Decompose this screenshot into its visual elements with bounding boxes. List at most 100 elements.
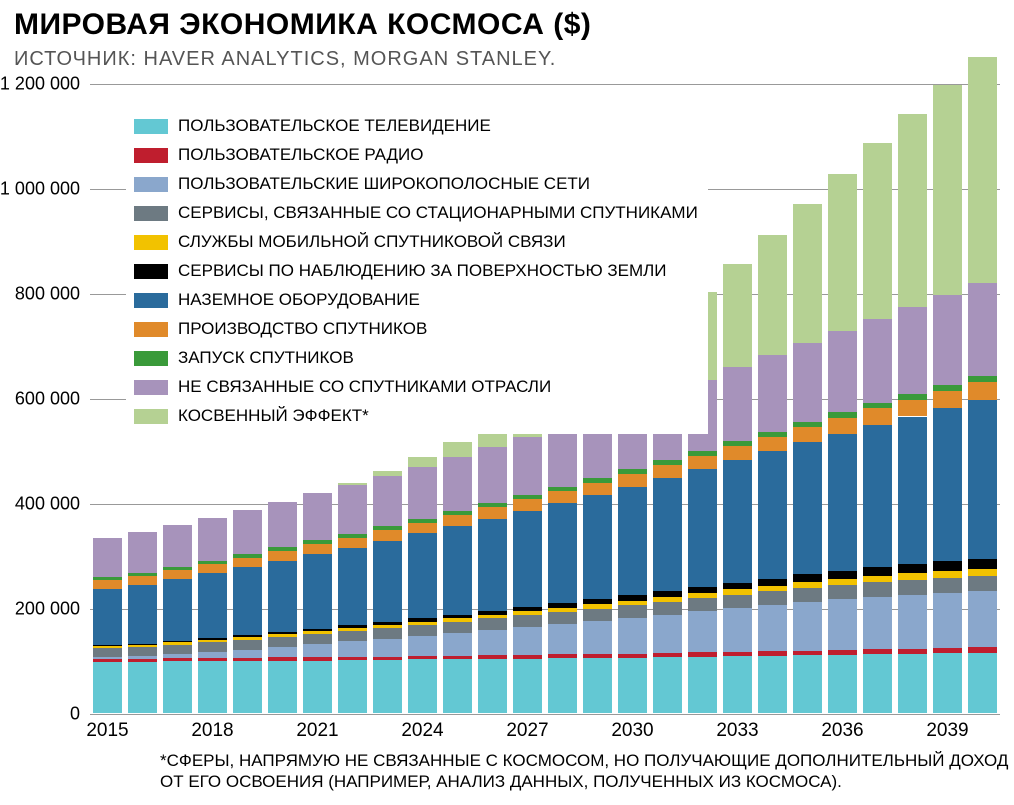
bar-segment-launch [723,441,752,446]
bar-segment-tv [163,661,192,713]
bar-segment-tv [758,656,787,713]
bar-segment-indirect [373,471,402,476]
legend-swatch [134,264,168,279]
bar-segment-non_sat [268,502,297,548]
bar-segment-launch [968,376,997,382]
bar-segment-fixed_sat [688,598,717,611]
bar-segment-launch [863,403,892,408]
bar-segment-radio [338,657,367,660]
bar-segment-ground_eq [548,503,577,603]
bar-segment-fixed_sat [513,615,542,627]
bar-segment-ground_eq [933,408,962,561]
bar-column [933,85,962,713]
bar-segment-sat_mfg [793,427,822,442]
bar-segment-sat_mfg [618,474,647,487]
bar-segment-radio [478,655,507,659]
bar-segment-mobile_sat [198,640,227,642]
legend-label: ПОЛЬЗОВАТЕЛЬСКИЕ ШИРОКОПОЛОСНЫЕ СЕТИ [178,174,590,194]
bar-segment-earth_obs [268,632,297,634]
bar-segment-sat_mfg [198,564,227,573]
bar-segment-radio [968,647,997,652]
legend-swatch [134,119,168,134]
bar-segment-earth_obs [653,591,682,597]
bar-segment-earth_obs [898,564,927,573]
bar-segment-fixed_sat [618,605,647,618]
bar-segment-broadband [443,633,472,656]
bar-segment-non_sat [933,295,962,385]
bar-segment-tv [828,655,857,713]
bar-segment-launch [548,487,577,492]
bar-segment-earth_obs [408,618,437,621]
legend-swatch [134,177,168,192]
bar-segment-fixed_sat [968,576,997,591]
bar-segment-indirect [758,235,787,356]
bar-segment-broadband [408,636,437,656]
bar-segment-launch [198,561,227,564]
bar-segment-non_sat [863,319,892,403]
bar-segment-mobile_sat [163,642,192,644]
bar-segment-launch [303,540,332,544]
bar-segment-fixed_sat [408,625,437,636]
bar-segment-indirect [863,143,892,319]
bar-segment-radio [723,652,752,657]
bar-segment-fixed_sat [793,588,822,602]
bar-column [968,57,997,713]
bar-column [548,388,577,713]
bar-segment-fixed_sat [338,631,367,642]
bar-segment-mobile_sat [338,628,367,631]
bar-segment-broadband [93,657,122,659]
bar-segment-fixed_sat [548,612,577,624]
bar-segment-ground_eq [688,469,717,587]
bar-segment-mobile_sat [443,618,472,622]
bar-segment-ground_eq [443,526,472,615]
bar-segment-tv [93,662,122,713]
bar-segment-broadband [303,644,332,657]
bar-segment-non_sat [478,447,507,503]
bar-segment-sat_mfg [688,456,717,470]
x-tick-label: 2036 [821,720,863,742]
bar-segment-ground_eq [583,495,612,599]
bar-segment-earth_obs [688,587,717,593]
legend-item: СЕРВИСЫ, СВЯЗАННЫЕ СО СТАЦИОНАРНЫМИ СПУТ… [134,203,698,223]
bar-segment-broadband [163,654,192,658]
bar-segment-fixed_sat [723,595,752,609]
bar-segment-fixed_sat [303,634,332,645]
bar-column [828,174,857,713]
bar-segment-ground_eq [93,589,122,646]
y-tick-label: 400 000 [15,494,80,515]
bar-column [898,114,927,713]
y-tick-label: 800 000 [15,284,80,305]
bar-segment-earth_obs [198,638,227,640]
bar-segment-non_sat [198,518,227,561]
bar-column [198,518,227,713]
bar-segment-ground_eq [478,519,507,611]
bar-segment-indirect [828,174,857,332]
bar-segment-mobile_sat [303,631,332,634]
bar-segment-fixed_sat [198,642,227,651]
bar-segment-sat_mfg [478,507,507,518]
bar-segment-fixed_sat [268,637,297,647]
bar-segment-mobile_sat [548,608,577,612]
x-tick-label: 2033 [716,720,758,742]
bar-segment-broadband [583,621,612,654]
bar-segment-tv [548,658,577,713]
bar-segment-mobile_sat [933,571,962,578]
bar-segment-launch [233,554,262,558]
bar-segment-sat_mfg [373,530,402,541]
bar-segment-tv [863,654,892,713]
bar-segment-tv [723,656,752,713]
bar-segment-indirect [793,204,822,343]
bar-column [793,204,822,713]
chart-footnote: *СФЕРЫ, НАПРЯМУЮ НЕ СВЯЗАННЫЕ С КОСМОСОМ… [160,750,1008,793]
legend-swatch [134,351,168,366]
bar-segment-radio [93,659,122,662]
bar-segment-indirect [338,483,367,485]
bar-segment-broadband [513,627,542,655]
bar-segment-ground_eq [758,451,787,578]
bar-segment-earth_obs [303,629,332,631]
bar-column [163,525,192,713]
bar-segment-launch [583,478,612,483]
bar-column [723,264,752,714]
y-tick-label: 1 200 000 [0,74,80,95]
bar-segment-radio [548,654,577,658]
